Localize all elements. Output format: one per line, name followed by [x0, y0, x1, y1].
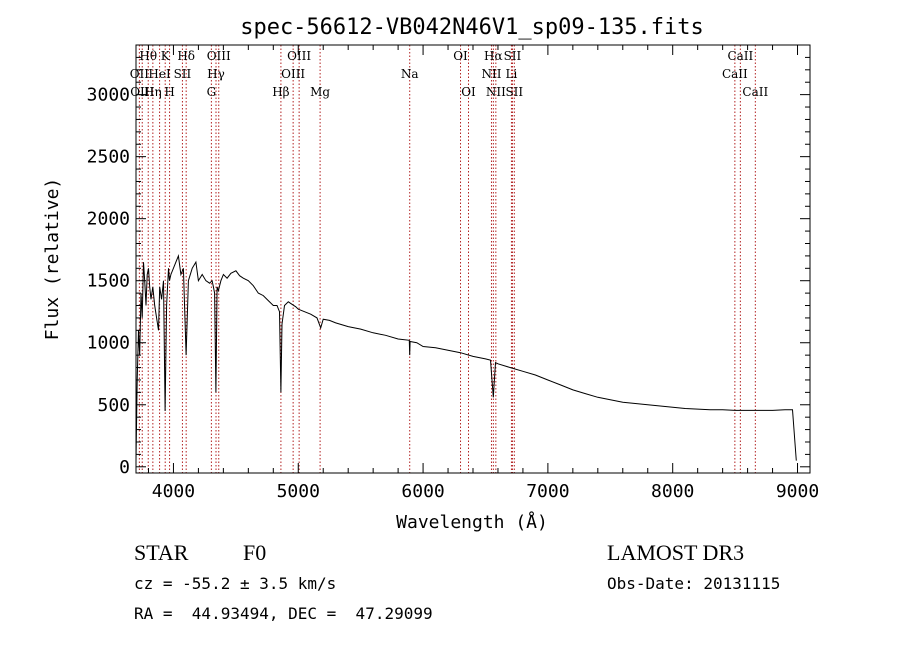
x-tick-label: 4000	[152, 481, 195, 502]
line-label: Mg	[310, 85, 330, 99]
redshift-value: cz = -55.2 ± 3.5 km/s	[134, 574, 337, 593]
object-class: STAR	[134, 540, 189, 565]
line-label: OII	[130, 67, 150, 81]
y-tick-label: 1500	[87, 271, 130, 292]
line-label: OIII	[207, 49, 231, 63]
x-tick-label: 8000	[651, 481, 694, 502]
line-label: G	[207, 85, 217, 99]
x-tick-label: 9000	[776, 481, 819, 502]
line-markers	[138, 45, 756, 473]
line-label: NII	[481, 67, 501, 81]
x-tick-label: 5000	[277, 481, 320, 502]
obs-date: Obs-Date: 20131115	[607, 574, 781, 593]
line-label: Hγ	[207, 67, 225, 81]
line-label: NII	[486, 85, 506, 99]
axis-ticks: 4000 5000 6000 7000 8000 9000 0 500 1000 1500 2000…	[87, 44, 819, 502]
line-label: K	[161, 49, 171, 63]
line-label: H	[164, 85, 174, 99]
x-tick-label: 6000	[401, 481, 444, 502]
y-tick-label: 2000	[87, 209, 130, 230]
line-label: OIII	[130, 85, 154, 99]
spectral-subclass: F0	[243, 540, 267, 565]
y-tick-label: 1000	[87, 333, 130, 354]
line-label: OI	[453, 49, 468, 63]
line-label: Hδ	[177, 49, 195, 63]
y-tick-label: 3000	[87, 85, 130, 106]
line-label: Li	[506, 67, 518, 81]
line-label: SII	[174, 67, 192, 81]
coordinates: RA = 44.93494, DEC = 47.29099	[134, 604, 433, 623]
line-label: SII	[504, 49, 522, 63]
line-label: Hα	[484, 49, 503, 63]
y-tick-label: 0	[119, 457, 130, 478]
y-axis-label: Flux (relative)	[42, 178, 63, 341]
line-label: Hθ	[139, 49, 157, 63]
line-label: Hβ	[272, 85, 289, 99]
y-tick-label: 500	[97, 395, 130, 416]
line-label: OIII	[281, 67, 305, 81]
series-line	[135, 253, 797, 461]
line-label: Hη	[144, 85, 162, 99]
x-tick-label: 7000	[526, 481, 569, 502]
plot-frame	[135, 44, 811, 474]
line-label: HeI	[148, 67, 171, 81]
line-label: CaII	[722, 67, 748, 81]
line-label: CaII	[742, 85, 768, 99]
chart-title: spec-56612-VB042N46V1_sp09-135.fits	[240, 15, 704, 40]
survey-name: LAMOST DR3	[607, 540, 745, 565]
y-tick-label: 2500	[87, 147, 130, 168]
line-label: SII	[505, 85, 523, 99]
line-label: OIII	[287, 49, 311, 63]
line-label: OI	[461, 85, 476, 99]
series-layer	[135, 253, 797, 461]
spectrum-chart: spec-56612-VB042N46V1_sp09-135.fits 4000…	[42, 15, 819, 533]
line-label: CaII	[727, 49, 753, 63]
line-label: Na	[401, 67, 419, 81]
x-axis-label: Wavelength (Å)	[396, 511, 548, 533]
